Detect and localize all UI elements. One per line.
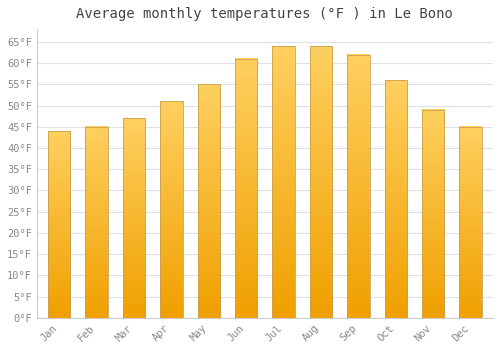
Bar (310, 46, 332, 318)
Bar (123, 118, 146, 318)
Bar (460, 127, 482, 318)
Bar (272, 46, 295, 318)
Bar (160, 101, 182, 318)
Title: Average monthly temperatures (°F ) in Le Bono: Average monthly temperatures (°F ) in Le… (76, 7, 454, 21)
Bar (347, 55, 370, 318)
Bar (235, 59, 258, 318)
Bar (384, 80, 407, 318)
Bar (48, 131, 70, 318)
Bar (422, 110, 444, 318)
Bar (198, 84, 220, 318)
Bar (86, 127, 108, 318)
